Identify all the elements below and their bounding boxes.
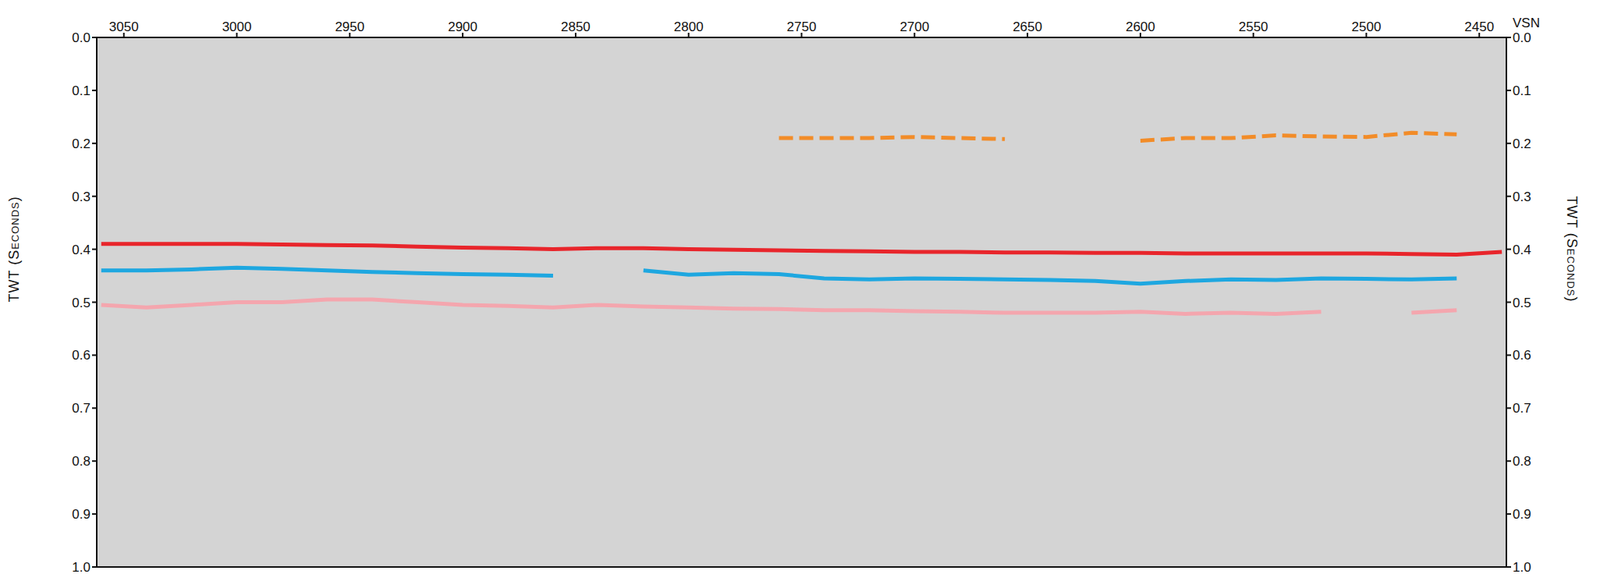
svg-text:0.8: 0.8: [71, 454, 91, 469]
svg-text:0.0: 0.0: [1512, 30, 1532, 46]
svg-text:2500: 2500: [1351, 19, 1382, 35]
svg-text:0.7: 0.7: [1512, 400, 1532, 416]
svg-text:2900: 2900: [447, 19, 478, 35]
svg-text:0.1: 0.1: [1512, 83, 1532, 99]
svg-text:0.2: 0.2: [71, 136, 91, 152]
svg-text:2600: 2600: [1125, 19, 1156, 35]
svg-text:VSN: VSN: [1512, 15, 1540, 31]
svg-text:0.4: 0.4: [71, 242, 91, 258]
svg-text:2850: 2850: [560, 19, 591, 35]
svg-text:0.3: 0.3: [1512, 189, 1532, 205]
svg-text:2650: 2650: [1012, 19, 1043, 35]
svg-text:0.5: 0.5: [1512, 295, 1532, 311]
svg-text:TWT (Seconds): TWT (Seconds): [6, 195, 22, 302]
svg-text:3000: 3000: [222, 19, 252, 35]
svg-text:1.0: 1.0: [1512, 560, 1532, 574]
svg-text:0.1: 0.1: [71, 83, 91, 99]
svg-text:0.6: 0.6: [71, 347, 91, 363]
svg-text:0.0: 0.0: [71, 30, 91, 46]
svg-text:0.9: 0.9: [1512, 507, 1532, 522]
svg-text:1.0: 1.0: [71, 560, 91, 574]
svg-text:0.9: 0.9: [71, 507, 91, 522]
svg-text:2950: 2950: [334, 19, 365, 35]
svg-text:2800: 2800: [674, 19, 704, 35]
svg-text:0.7: 0.7: [71, 400, 91, 416]
svg-text:3050: 3050: [109, 19, 139, 35]
svg-text:2700: 2700: [899, 19, 930, 35]
svg-text:0.8: 0.8: [1512, 454, 1532, 469]
svg-text:TWT (Seconds): TWT (Seconds): [1564, 195, 1580, 302]
svg-text:2450: 2450: [1464, 19, 1494, 35]
svg-text:0.5: 0.5: [71, 295, 91, 311]
svg-text:0.2: 0.2: [1512, 136, 1532, 152]
svg-text:2750: 2750: [787, 19, 817, 35]
svg-text:0.4: 0.4: [1512, 242, 1532, 258]
svg-text:0.3: 0.3: [71, 189, 91, 205]
svg-text:0.6: 0.6: [1512, 347, 1532, 363]
svg-text:2550: 2550: [1238, 19, 1269, 35]
